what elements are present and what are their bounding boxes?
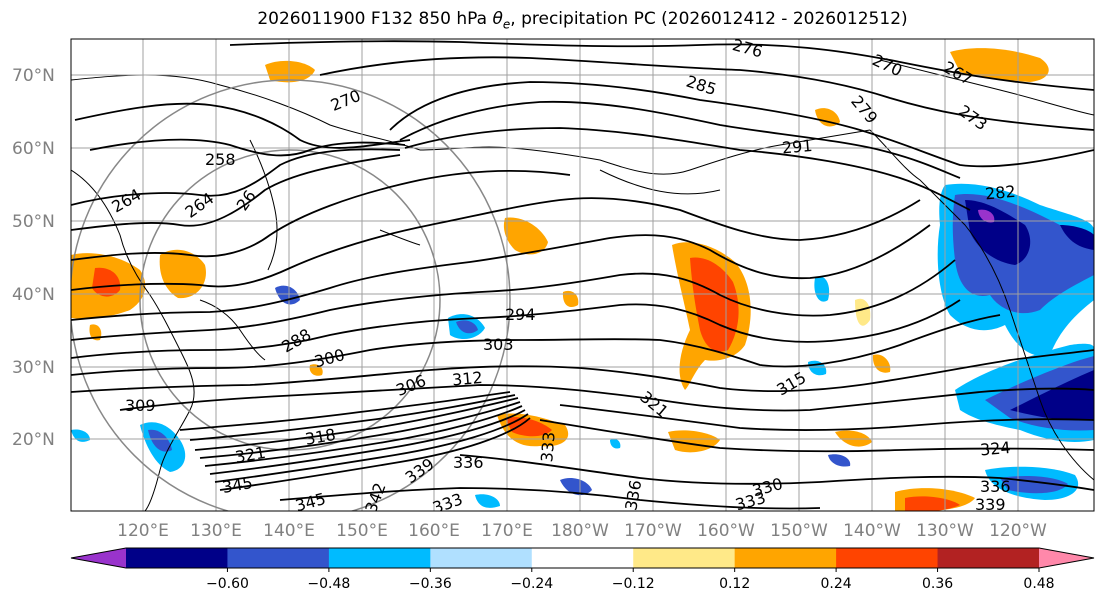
colorbar-tick-label: 0.12 — [719, 576, 750, 592]
contour-label: 309 — [125, 396, 156, 415]
lon-label: 120°E — [117, 521, 169, 541]
gridlines — [71, 39, 1094, 511]
precip-negative-areas — [71, 183, 1094, 508]
colorbar-outline — [70, 547, 1095, 569]
reference-circles — [71, 79, 511, 511]
lon-label: 170°E — [481, 521, 533, 541]
colorbar-segment — [633, 548, 736, 568]
colorbar-segment — [937, 548, 1040, 568]
lat-label: 70°N — [12, 66, 55, 86]
colorbar-tick-label: −0.24 — [510, 576, 553, 592]
contour-label: 336 — [980, 477, 1011, 496]
colorbar: −0.60 −0.48 −0.36 −0.24 −0.12 0.12 0.24 0.36 0.4… — [70, 547, 1095, 592]
lon-label: 130°W — [916, 521, 974, 541]
longitude-labels: 120°E 130°E 140°E 150°E 160°E 170°E 180°… — [117, 521, 1047, 541]
lat-label: 50°N — [12, 212, 55, 232]
map-title: 2026011900 F132 850 hPa θe, precipitatio… — [0, 9, 1105, 31]
precip-positive-areas — [71, 48, 1049, 511]
lat-label: 40°N — [12, 285, 55, 305]
latitude-labels: 70°N 60°N 50°N 40°N 30°N 20°N — [12, 66, 55, 450]
colorbar-tick-label: 0.36 — [922, 576, 953, 592]
contour-label: 333 — [733, 488, 767, 514]
contour-label: 333 — [537, 431, 559, 463]
lon-label: 140°E — [263, 521, 315, 541]
colorbar-tick-label: −0.12 — [612, 576, 655, 592]
contour-label: 312 — [451, 368, 483, 390]
contour-label: 276 — [730, 35, 764, 61]
plot-area — [71, 39, 1094, 511]
contour-label: 303 — [483, 335, 514, 354]
contour-label: 324 — [979, 438, 1011, 460]
theta-subscript: e — [502, 17, 511, 32]
lon-label: 130°E — [190, 521, 242, 541]
colorbar-tick-label: 0.24 — [821, 576, 852, 592]
lon-label: 150°W — [770, 521, 828, 541]
colorbar-segment — [836, 548, 939, 568]
colorbar-tick-label: −0.48 — [307, 576, 350, 592]
lon-label: 120°W — [989, 521, 1047, 541]
lon-label: 140°W — [843, 521, 901, 541]
colorbar-tick-label: 0.48 — [1023, 576, 1054, 592]
lon-label: 160°W — [697, 521, 755, 541]
contour-label: 336 — [453, 453, 484, 472]
lat-label: 20°N — [12, 430, 55, 450]
colorbar-segment — [430, 548, 533, 568]
colorbar-segment — [531, 548, 634, 568]
contour-label: 339 — [975, 495, 1006, 514]
theta-e-contours — [71, 40, 1094, 510]
lon-label: 160°E — [408, 521, 460, 541]
colorbar-segment — [126, 548, 228, 568]
contour-label: 294 — [505, 305, 536, 324]
colorbar-extend-low — [71, 548, 126, 568]
colorbar-segment — [734, 548, 837, 568]
colorbar-extend-high — [1039, 548, 1094, 568]
contour-label: 258 — [205, 150, 236, 169]
contour-label: 282 — [984, 182, 1016, 204]
theta-symbol: θ — [492, 9, 503, 29]
plot-frame — [70, 38, 1095, 512]
lat-label: 30°N — [12, 358, 55, 378]
title-prefix: 2026011900 F132 850 hPa — [257, 9, 493, 29]
colorbar-tick-label: −0.60 — [206, 576, 249, 592]
colorbar-tick-label: −0.36 — [409, 576, 452, 592]
lat-label: 60°N — [12, 139, 55, 159]
lon-label: 180°W — [551, 521, 609, 541]
contour-label: 291 — [781, 136, 813, 158]
title-suffix: , precipitation PC (2026012412 - 2026012… — [510, 9, 908, 29]
colorbar-segment — [328, 548, 431, 568]
lon-label: 150°E — [336, 521, 388, 541]
colorbar-segment — [227, 548, 330, 568]
contour-label: 345 — [293, 489, 327, 515]
lon-label: 170°W — [624, 521, 682, 541]
